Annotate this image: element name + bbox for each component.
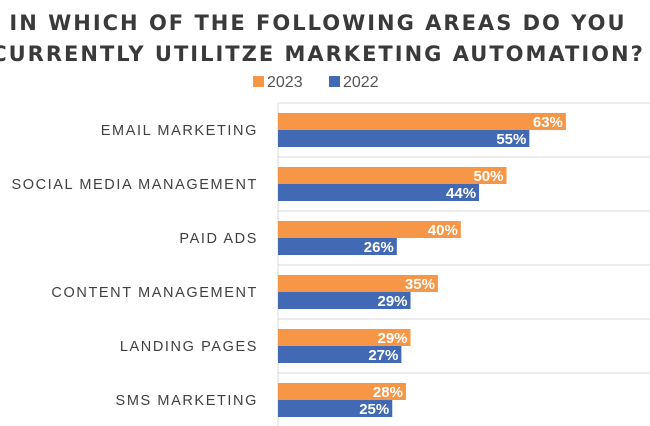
data-label-2023: 50% [473, 168, 503, 185]
category-label: SOCIAL MEDIA MANAGEMENT [11, 177, 258, 193]
data-label-2022: 27% [368, 347, 398, 364]
legend-swatch-2023 [253, 76, 264, 87]
legend-label-2023: 2023 [267, 74, 303, 91]
data-label-2023: 40% [428, 222, 458, 239]
data-label-2023: 63% [533, 114, 563, 131]
bar-2023 [278, 383, 406, 400]
data-label-2023: 35% [405, 276, 435, 293]
bar-2022 [278, 346, 402, 363]
data-label-2022: 26% [364, 239, 394, 256]
data-label-2022: 55% [496, 131, 526, 148]
data-label-2022: 25% [359, 401, 389, 418]
data-label-2023: 28% [373, 384, 403, 401]
data-label-2022: 44% [446, 185, 476, 202]
bar-2022 [278, 292, 411, 309]
category-label: SMS MARKETING [116, 393, 258, 409]
bar-2023 [278, 221, 461, 238]
bar-2022 [278, 238, 397, 255]
bar-2023 [278, 329, 411, 346]
category-label: PAID ADS [179, 231, 258, 247]
category-label: CONTENT MANAGEMENT [51, 285, 258, 301]
bar-2023 [278, 275, 438, 292]
chart-title-line-1: IN WHICH OF THE FOLLOWING AREAS DO YOU [9, 11, 626, 35]
bar-2022 [278, 184, 480, 201]
chart-title-line-2: CURRENTLY UTILITZE MARKETING AUTOMATION? [0, 42, 645, 66]
legend-swatch-2022 [329, 76, 340, 87]
bar-2022 [278, 400, 393, 417]
bar-2022 [278, 130, 530, 147]
bar-2023 [278, 167, 507, 184]
legend: 2023 2022 [253, 74, 379, 91]
data-label-2023: 29% [377, 330, 407, 347]
category-label: EMAIL MARKETING [101, 123, 258, 139]
data-label-2022: 29% [377, 293, 407, 310]
legend-label-2022: 2022 [343, 74, 379, 91]
bar-2023 [278, 113, 566, 130]
category-label: LANDING PAGES [120, 339, 258, 355]
